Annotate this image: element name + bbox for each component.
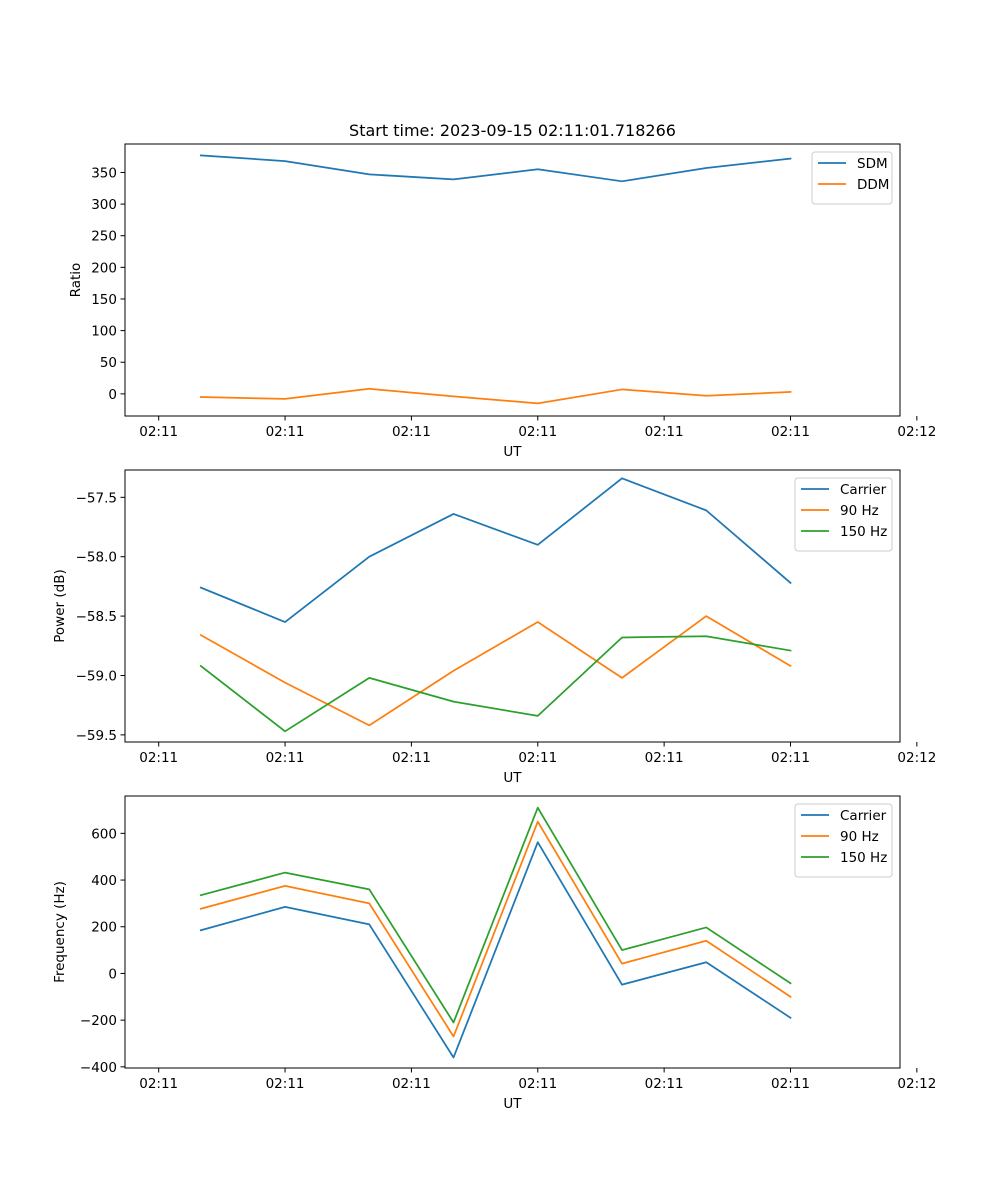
- ratio-y-tick-label: 250: [91, 229, 117, 245]
- frequency-x-tick-label: 02:11: [518, 1076, 557, 1092]
- ratio-x-tick-label: 02:11: [645, 424, 684, 440]
- power-x-tick-label: 02:11: [518, 750, 557, 766]
- frequency-series-carrier-line: [199, 841, 792, 1059]
- power-series-carrier-line: [199, 477, 792, 623]
- frequency-x-tick-label: 02:11: [139, 1076, 178, 1092]
- power-legend-label-carrier: Carrier: [840, 482, 887, 498]
- power-x-tick-label: 02:11: [392, 750, 431, 766]
- frequency-legend-label-150-hz: 150 Hz: [840, 850, 887, 866]
- ratio-axes-frame: [124, 143, 901, 417]
- ratio-y-tick-label: 300: [91, 197, 117, 213]
- power-x-tick-label: 02:11: [645, 750, 684, 766]
- ratio-x-tick-label: 02:11: [771, 424, 810, 440]
- power-y-axis-label: Power (dB): [52, 569, 68, 642]
- frequency-legend: Carrier 90 Hz 150 Hz: [794, 803, 893, 878]
- frequency-legend-label-90-hz: 90 Hz: [840, 829, 879, 845]
- ratio-y-tick-label: 100: [91, 324, 117, 340]
- ratio-y-tick-label: 350: [91, 165, 117, 181]
- frequency-y-tick-label: 400: [91, 873, 117, 889]
- frequency-series-90-hz-line: [199, 820, 792, 1038]
- frequency-series-150-hz-line: [199, 806, 792, 1024]
- ratio-x-tick-label: 02:11: [266, 424, 305, 440]
- power-x-tick-label: 02:11: [771, 750, 810, 766]
- frequency-x-tick-label: 02:11: [392, 1076, 431, 1092]
- ratio-legend: SDM DDM: [811, 151, 893, 205]
- frequency-x-tick-label: 02:11: [645, 1076, 684, 1092]
- power-subplot: 02:11 02:11 02:11 02:11 02:11 02:11 02:12 −59.5…: [52, 469, 936, 786]
- frequency-y-tick-label: 200: [91, 920, 117, 936]
- ratio-series-ddm-line: [199, 387, 792, 405]
- power-y-tick-label: −57.5: [76, 490, 117, 506]
- ratio-subplot: 02:11 02:11 02:11 02:11 02:11 02:11 02:12 0 50 10…: [68, 143, 936, 460]
- frequency-y-tick-label: 0: [108, 966, 117, 982]
- power-x-tick-label: 02:12: [897, 750, 936, 766]
- frequency-x-tick-label: 02:12: [897, 1076, 936, 1092]
- power-y-tick-label: −59.5: [76, 728, 117, 744]
- frequency-y-tick-label: −200: [80, 1013, 117, 1029]
- ratio-x-tick-label: 02:11: [518, 424, 557, 440]
- ratio-x-axis-label: UT: [503, 444, 522, 460]
- ratio-y-tick-label: 150: [91, 292, 117, 308]
- power-y-tick-label: −59.0: [76, 668, 117, 684]
- power-x-tick-label: 02:11: [266, 750, 305, 766]
- ratio-x-tick-label: 02:12: [897, 424, 936, 440]
- ratio-y-tick-label: 200: [91, 260, 117, 276]
- power-legend: Carrier 90 Hz 150 Hz: [794, 477, 893, 552]
- ratio-x-tick-label: 02:11: [139, 424, 178, 440]
- power-axes-frame: [124, 469, 901, 743]
- power-legend-label-90-hz: 90 Hz: [840, 503, 879, 519]
- ratio-legend-label-ddm: DDM: [857, 177, 889, 193]
- ratio-x-tick-label: 02:11: [392, 424, 431, 440]
- frequency-x-tick-label: 02:11: [266, 1076, 305, 1092]
- ratio-y-tick-label: 50: [100, 355, 117, 371]
- power-legend-box: [794, 477, 893, 552]
- power-x-tick-label: 02:11: [139, 750, 178, 766]
- frequency-x-tick-label: 02:11: [771, 1076, 810, 1092]
- power-series-90-hz-line: [199, 615, 792, 727]
- frequency-y-tick-label: −400: [80, 1060, 117, 1076]
- power-y-tick-label: −58.5: [76, 609, 117, 625]
- frequency-legend-label-carrier: Carrier: [840, 808, 887, 824]
- power-series-150-hz-line: [199, 635, 792, 733]
- power-legend-label-150-hz: 150 Hz: [840, 524, 887, 540]
- ratio-legend-label-sdm: SDM: [857, 156, 888, 172]
- ratio-y-tick-label: 0: [108, 387, 117, 403]
- frequency-axes-frame: [124, 795, 901, 1069]
- power-y-tick-label: −58.0: [76, 550, 117, 566]
- ratio-legend-box: [811, 151, 893, 205]
- frequency-legend-box: [794, 803, 893, 878]
- power-x-axis-label: UT: [503, 770, 522, 786]
- frequency-subplot: 02:11 02:11 02:11 02:11 02:11 02:11 02:12 −400 −…: [52, 795, 936, 1112]
- ratio-y-axis-label: Ratio: [68, 263, 84, 298]
- ratio-series-sdm-line: [199, 154, 792, 183]
- chart-title: Start time: 2023-09-15 02:11:01.718266: [349, 121, 676, 140]
- frequency-x-axis-label: UT: [503, 1096, 522, 1112]
- frequency-y-tick-label: 600: [91, 826, 117, 842]
- frequency-y-axis-label: Frequency (Hz): [52, 881, 68, 983]
